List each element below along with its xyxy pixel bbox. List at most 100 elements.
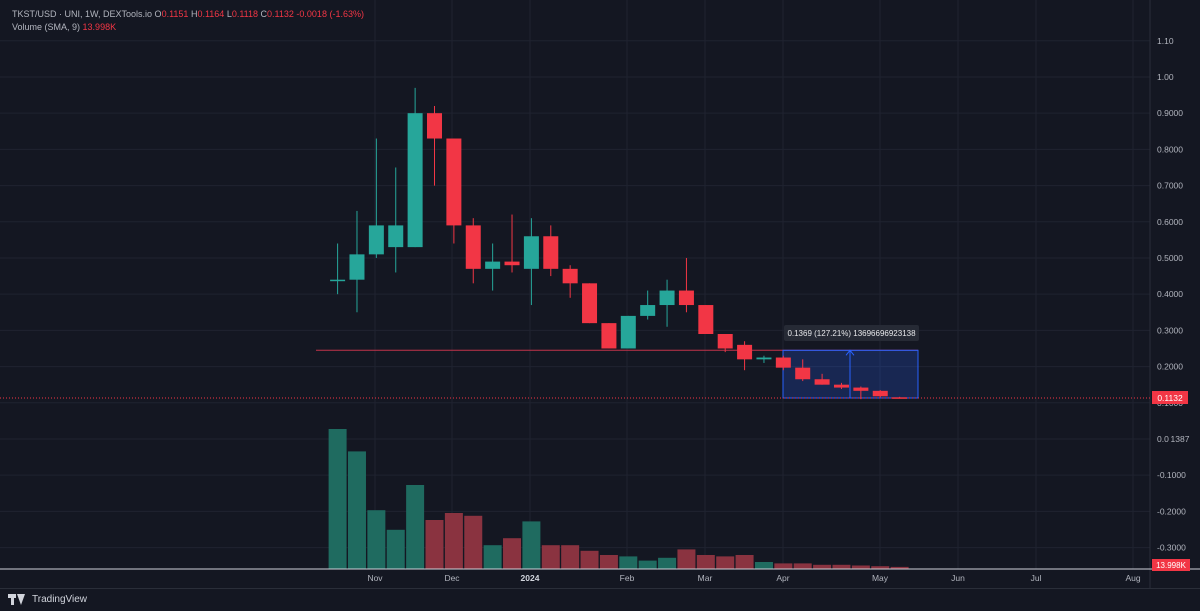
high-value: 0.1164 <box>197 9 225 19</box>
volume-bar <box>541 545 560 569</box>
candle-body <box>349 254 365 280</box>
volume-bar <box>619 556 638 569</box>
volume-label: Volume (SMA, 9) <box>12 22 81 32</box>
volume-bar <box>483 545 502 569</box>
volume-bar <box>638 560 657 569</box>
volume-bar <box>347 451 366 569</box>
high-label: H <box>190 9 198 19</box>
change-value: -0.0018 (-1.63%) <box>296 9 364 19</box>
candle-body <box>523 236 539 269</box>
candle-body <box>620 315 636 349</box>
x-tick-label: Aug <box>1125 573 1140 583</box>
y-tick-label: 1.00 <box>1157 72 1174 82</box>
volume-bar <box>367 510 386 569</box>
volume-bars <box>328 429 909 569</box>
close-label: C <box>260 9 268 19</box>
last-volume-value: 13.998K <box>1156 561 1186 570</box>
volume-bar <box>503 538 522 569</box>
volume-bar <box>328 429 347 569</box>
y-tick-label: 0.0 1387 <box>1157 434 1190 444</box>
price-range-measure[interactable]: 0.1369 (127.21%) 13696696923138 <box>782 325 919 399</box>
y-tick-label: -0.3000 <box>1157 543 1186 553</box>
x-tick-label: Mar <box>698 573 713 583</box>
volume-bar <box>386 529 405 569</box>
time-axis[interactable]: Nov Dec 2024 Feb Mar Apr May Jun Jul Aug <box>0 568 1200 583</box>
low-label: L <box>226 9 232 19</box>
x-tick-label: Jul <box>1031 573 1042 583</box>
candle-body <box>814 379 830 385</box>
candle-body <box>892 397 908 399</box>
candle-body <box>775 357 791 368</box>
low-value: 0.1118 <box>231 9 259 19</box>
open-label: O <box>154 9 162 19</box>
measure-label: 0.1369 (127.21%) 13696696923138 <box>787 329 916 338</box>
volume-bar <box>774 563 793 569</box>
y-tick-label: 0.3000 <box>1157 325 1183 335</box>
candle-body <box>582 283 598 324</box>
candle-body <box>737 344 753 360</box>
x-tick-label: Nov <box>367 573 383 583</box>
volume-bar <box>444 513 463 569</box>
candle-body <box>330 279 346 282</box>
volume-bar <box>793 563 812 569</box>
candle-body <box>717 333 733 349</box>
candle-body <box>756 357 772 360</box>
candle-body <box>601 323 617 349</box>
volume-bar <box>580 550 599 569</box>
last-price-tag <box>1152 391 1188 404</box>
candle-body <box>543 236 559 269</box>
volume-bar <box>813 564 832 569</box>
candle-body <box>640 305 656 316</box>
volume-bar <box>522 521 541 569</box>
measure-arrow-head <box>845 349 855 356</box>
volume-bar <box>716 556 735 569</box>
footer-bar: TradingView <box>0 588 1200 611</box>
legend-volume: Volume (SMA, 9) 13.998K <box>12 22 116 32</box>
symbol-label: TKST/USD · UNI, 1W, DEXTools.io <box>12 9 153 19</box>
volume-bar <box>754 562 773 569</box>
candle-body <box>465 225 481 269</box>
candle-body <box>795 367 811 380</box>
volume-value: 13.998K <box>82 22 117 32</box>
y-tick-label: 0.7000 <box>1157 181 1183 191</box>
tradingview-brand[interactable]: TradingView <box>8 594 87 605</box>
last-volume-tag <box>1152 559 1190 571</box>
y-tick-label: -0.2000 <box>1157 506 1186 516</box>
tradingview-logo-icon <box>8 594 26 605</box>
y-tick-label: 0.2000 <box>1157 362 1183 372</box>
volume-bar <box>677 549 696 569</box>
volume-bar <box>735 555 754 569</box>
volume-bar <box>696 555 715 569</box>
y-tick-label: 0.4000 <box>1157 289 1183 299</box>
y-tick-label: 1.10 <box>1157 36 1174 46</box>
candle-body <box>853 387 869 391</box>
volume-bar <box>890 566 909 569</box>
y-tick-label: 0.8000 <box>1157 144 1183 154</box>
y-tick-label: 0.6000 <box>1157 217 1183 227</box>
candle-body <box>407 113 423 248</box>
y-tick-label: 0.5000 <box>1157 253 1183 263</box>
candle-body <box>678 290 694 306</box>
x-tick-label: Dec <box>444 573 460 583</box>
open-value: 0.1151 <box>161 9 189 19</box>
candle-body <box>872 390 888 397</box>
candle-body <box>698 305 714 334</box>
last-value-markers: 0.1132 13.998K <box>0 391 1190 571</box>
x-tick-label: 2024 <box>521 573 540 583</box>
candle-body <box>562 268 578 284</box>
last-price-value: 0.1132 <box>1157 393 1183 403</box>
volume-bar <box>851 565 870 569</box>
measure-label-bg <box>784 325 919 341</box>
y-tick-label: -0.1000 <box>1157 470 1186 480</box>
x-tick-label: Jun <box>951 573 965 583</box>
close-value: 0.1132 <box>267 9 294 19</box>
brand-label: TradingView <box>32 594 88 605</box>
candle-body <box>504 261 520 266</box>
candle-body <box>388 225 404 248</box>
volume-bar <box>406 485 425 569</box>
volume-bar <box>658 557 677 569</box>
price-axis[interactable]: 1.10 1.00 0.9000 0.8000 0.7000 0.6000 0.5000 0.… <box>1149 0 1190 589</box>
